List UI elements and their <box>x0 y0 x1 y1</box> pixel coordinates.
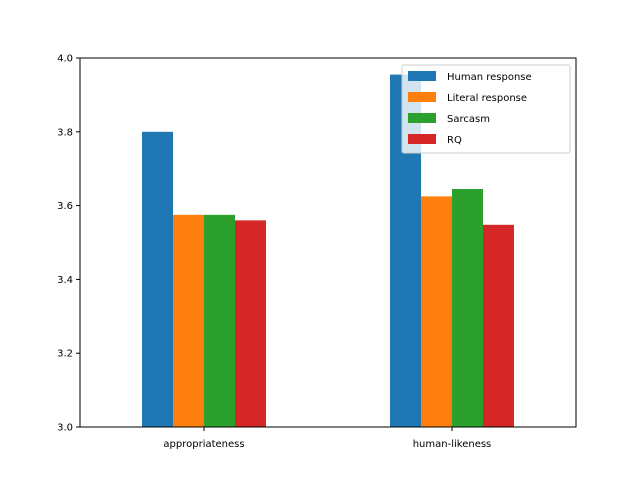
legend-swatch-1 <box>408 71 436 81</box>
y-tick-label-1: 3.0 <box>57 423 73 434</box>
legend-label-4: RQ <box>447 135 462 146</box>
bar-2-2 <box>421 196 452 427</box>
legend: Human response Literal response Sarcasm RQ <box>401 64 571 154</box>
y-tick-label-6: 4.0 <box>57 54 73 65</box>
y-tick-label-5: 3.8 <box>57 127 73 138</box>
legend-swatch-4 <box>408 134 436 144</box>
legend-swatch-2 <box>408 92 436 102</box>
bar-3-2 <box>452 188 483 427</box>
bar-2-1 <box>173 214 204 427</box>
legend-label-2: Literal response <box>447 93 527 104</box>
y-tick-label-3: 3.4 <box>57 275 73 286</box>
bars-layer <box>142 74 514 428</box>
legend-label-1: Human response <box>447 72 532 83</box>
bar-4-2 <box>483 224 514 427</box>
legend-label-3: Sarcasm <box>447 114 490 125</box>
bar-3-1 <box>204 214 235 427</box>
legend-swatch-3 <box>408 113 436 123</box>
bar-4-1 <box>235 220 266 427</box>
plot-frame <box>79 57 577 428</box>
y-tick-label-2: 3.2 <box>57 349 73 360</box>
bar-1-1 <box>142 131 173 428</box>
legend-box <box>401 64 571 154</box>
x-tick-label-1: appropriateness <box>163 439 244 450</box>
x-tick-label-2: human-likeness <box>413 439 492 450</box>
y-tick-label-4: 3.6 <box>57 201 73 212</box>
axes-layer: 3.0 3.2 3.4 3.6 3.8 4.0 appropriateness human-l… <box>57 54 577 450</box>
